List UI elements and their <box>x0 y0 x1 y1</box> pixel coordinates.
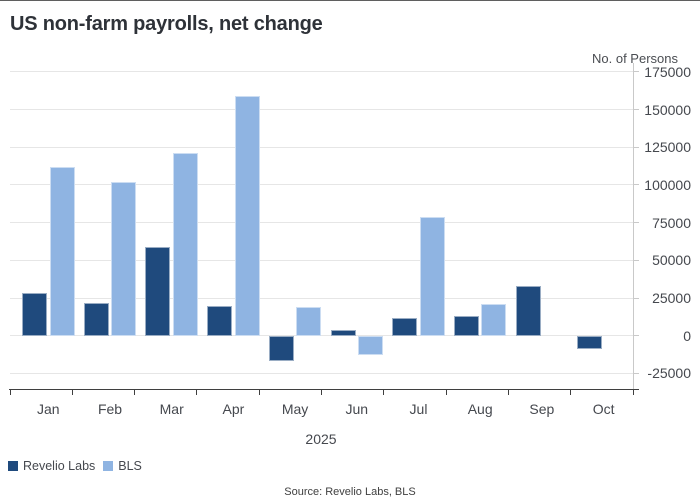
x-axis-tick <box>9 389 11 395</box>
legend: Revelio Labs BLS <box>8 459 150 473</box>
source-note: Source: Revelio Labs, BLS <box>284 486 416 498</box>
x-axis-month-label: May <box>281 401 309 417</box>
x-axis-tick <box>71 389 73 395</box>
bar-bls-may <box>296 307 322 336</box>
bar-bls-jan <box>49 166 75 336</box>
y-gridline <box>10 372 633 374</box>
y-axis-line <box>632 63 634 389</box>
y-axis-tick-label: 100000 <box>644 176 691 193</box>
x-axis-month-label: Jul <box>409 401 428 417</box>
y-axis-tick-label: 0 <box>683 327 691 344</box>
legend-swatch-revelio-labs <box>8 461 18 471</box>
legend-label-revelio-labs: Revelio Labs <box>23 459 96 473</box>
y-axis-tick-label: -25000 <box>647 365 691 382</box>
x-axis-month-label: Oct <box>592 401 615 417</box>
y-gridline <box>10 222 633 224</box>
x-axis-line <box>9 389 639 390</box>
x-axis-tick <box>321 389 322 395</box>
legend-label-bls: BLS <box>118 459 142 473</box>
x-axis-tick <box>134 389 136 395</box>
bar-revelio-labs-aug <box>453 316 479 336</box>
legend-swatch-bls <box>103 461 114 471</box>
y-axis-tick <box>633 71 639 73</box>
y-gridline <box>10 109 633 110</box>
x-axis-month-label: Jun <box>345 401 369 417</box>
bar-revelio-labs-sep <box>515 285 541 336</box>
y-axis-tick <box>633 222 639 224</box>
bar-bls-jun <box>358 335 383 356</box>
y-gridline <box>10 335 633 337</box>
y-axis-tick <box>633 297 639 299</box>
bar-bls-feb <box>111 181 137 336</box>
y-axis-tick-label: 175000 <box>644 63 691 80</box>
x-axis-tick <box>383 389 385 395</box>
bar-revelio-labs-feb <box>83 302 109 336</box>
y-axis-tick-label: 125000 <box>644 139 691 156</box>
bar-revelio-labs-oct <box>577 335 603 350</box>
y-axis-tick-label: 150000 <box>644 101 691 118</box>
bar-revelio-labs-jan <box>22 293 47 336</box>
x-axis-tick <box>445 389 447 395</box>
y-axis-tick-label: 75000 <box>652 214 691 231</box>
y-gridline <box>10 71 633 73</box>
bar-revelio-labs-jul <box>392 317 418 336</box>
y-gridline <box>10 297 633 299</box>
x-axis-month-label: Jan <box>37 401 60 417</box>
y-gridline <box>10 259 633 261</box>
bar-revelio-labs-jun <box>330 329 356 336</box>
y-axis-tick <box>633 184 639 186</box>
bar-bls-jul <box>419 216 445 336</box>
x-axis-tick <box>632 389 634 395</box>
bar-bls-aug <box>481 304 507 336</box>
chart-title: US non-farm payrolls, net change <box>10 13 323 35</box>
x-axis-month-label: Sep <box>529 401 555 417</box>
y-axis-tick <box>633 146 639 148</box>
bar-revelio-labs-may <box>268 335 294 362</box>
y-axis-title: No. of Persons <box>592 51 678 66</box>
y-axis-tick <box>633 335 639 337</box>
y-gridline <box>10 146 633 148</box>
bar-bls-mar <box>172 153 198 336</box>
y-axis-tick <box>633 109 639 110</box>
x-axis-month-label: Mar <box>159 401 184 417</box>
x-axis-tick <box>507 389 509 395</box>
x-axis-month-label: Aug <box>467 401 493 417</box>
bar-revelio-labs-apr <box>207 305 233 336</box>
bar-bls-apr <box>234 95 260 336</box>
bar-revelio-labs-mar <box>145 246 171 336</box>
x-axis-tick <box>570 389 572 395</box>
y-axis-tick-label: 25000 <box>652 290 691 306</box>
x-axis-month-label: Apr <box>222 401 245 417</box>
x-axis-month-label: Feb <box>97 401 123 417</box>
y-axis-tick <box>633 372 639 374</box>
x-axis-year-label: 2025 <box>305 431 337 447</box>
y-axis-tick <box>633 259 639 261</box>
x-axis-tick <box>196 389 198 395</box>
y-axis-tick-label: 50000 <box>652 252 691 269</box>
x-axis-tick <box>258 389 260 395</box>
y-gridline <box>10 184 633 186</box>
